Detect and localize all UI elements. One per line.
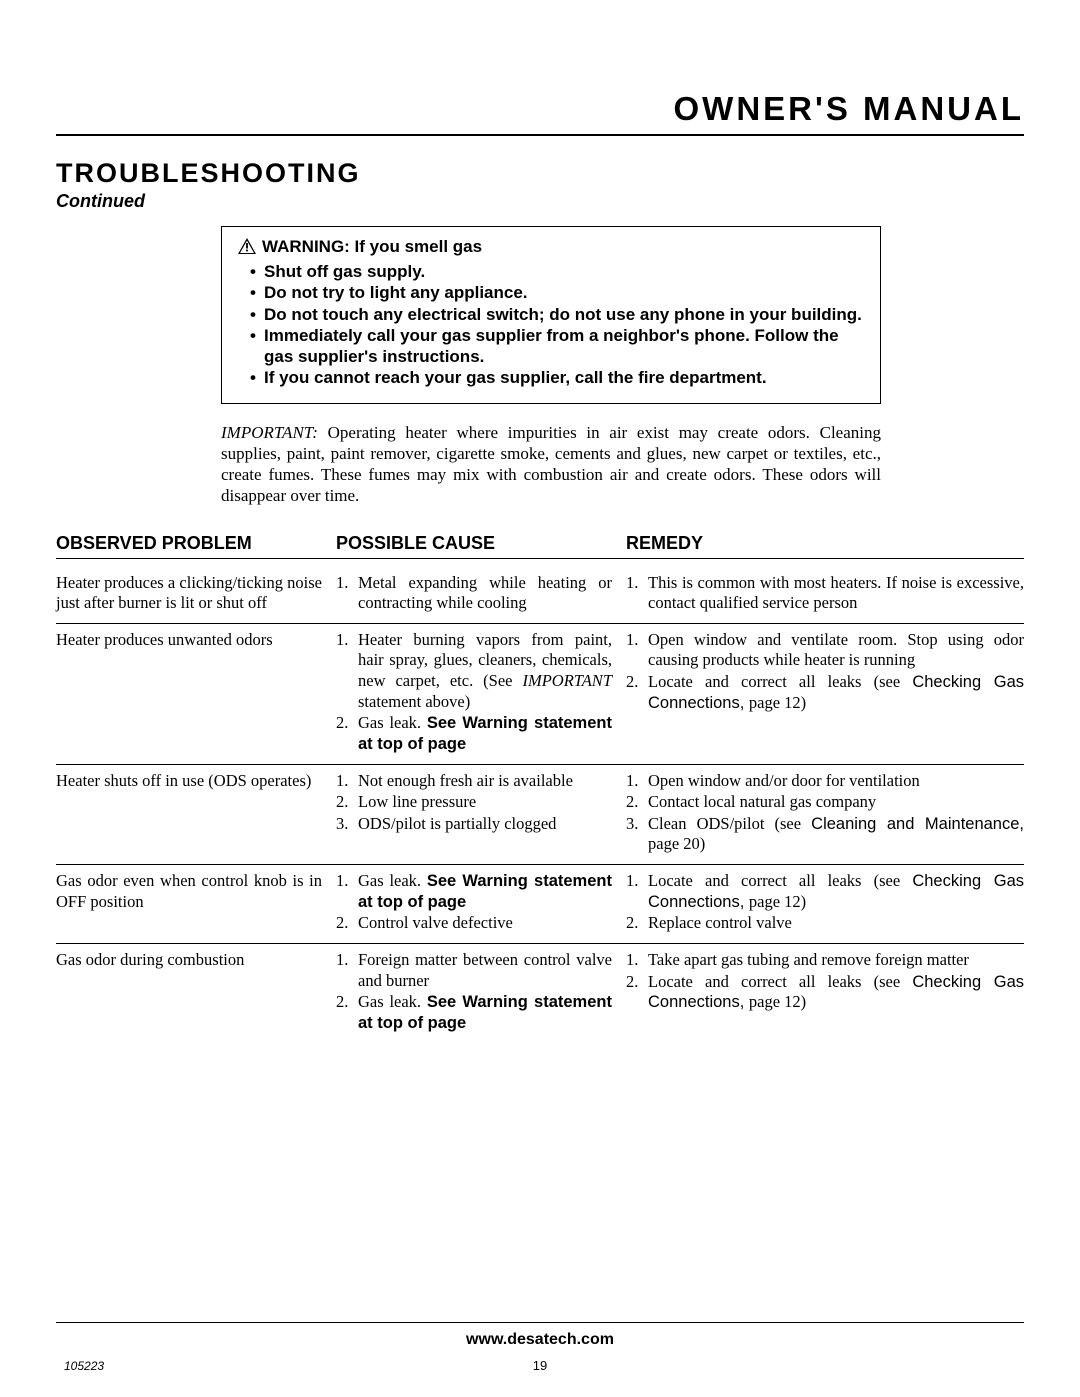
remedy-item: 1.Open window and/or door for ventilatio… (626, 771, 1024, 792)
cell-problem: Gas odor even when control knob is in OF… (56, 871, 336, 935)
remedy-item: 3.Clean ODS/pilot (see Cleaning and Main… (626, 814, 1024, 855)
page-number: 19 (0, 1358, 1080, 1373)
warning-list: Shut off gas supply. Do not try to light… (238, 261, 864, 389)
cell-problem: Heater shuts off in use (ODS operates) (56, 771, 336, 857)
cell-remedy: 1.Open window and/or door for ventilatio… (626, 771, 1024, 857)
cell-cause: 1.Heater burning vapors from paint, hair… (336, 630, 626, 756)
cause-item: 2.Control valve defective (336, 913, 612, 934)
section-title: TROUBLESHOOTING (56, 158, 1024, 189)
remedy-item: 2.Locate and correct all leaks (see Chec… (626, 672, 1024, 713)
remedy-item: 1.Open window and ventilate room. Stop u… (626, 630, 1024, 671)
table-row: Gas odor during combustion1.Foreign matt… (56, 944, 1024, 1043)
warning-heading-row: WARNING: If you smell gas (238, 237, 864, 259)
warning-box: WARNING: If you smell gas Shut off gas s… (221, 226, 881, 404)
document-id: 105223 (64, 1359, 104, 1373)
warning-heading: WARNING: If you smell gas (262, 237, 482, 256)
table-header-row: OBSERVED PROBLEM POSSIBLE CAUSE REMEDY (56, 533, 1024, 559)
col-header-problem: OBSERVED PROBLEM (56, 533, 336, 554)
cell-cause: 1.Metal expanding while heating or contr… (336, 573, 626, 615)
cell-remedy: 1.Locate and correct all leaks (see Chec… (626, 871, 1024, 935)
col-header-remedy: REMEDY (626, 533, 1024, 554)
cause-item: 2.Gas leak. See Warning statement at top… (336, 992, 612, 1033)
warning-item: Shut off gas supply. (250, 261, 864, 282)
important-label: IMPORTANT: (221, 423, 318, 442)
remedy-item: 1.Take apart gas tubing and remove forei… (626, 950, 1024, 971)
cell-problem: Heater produces a clicking/ticking noise… (56, 573, 336, 615)
warning-item: If you cannot reach your gas supplier, c… (250, 367, 864, 388)
section-continued: Continued (56, 191, 1024, 212)
indented-content: WARNING: If you smell gas Shut off gas s… (221, 226, 1024, 507)
cell-cause: 1.Gas leak. See Warning statement at top… (336, 871, 626, 935)
important-paragraph: IMPORTANT: Operating heater where impuri… (221, 422, 881, 507)
cell-remedy: 1.Take apart gas tubing and remove forei… (626, 950, 1024, 1035)
warning-item: Do not touch any electrical switch; do n… (250, 304, 864, 325)
remedy-item: 1.Locate and correct all leaks (see Chec… (626, 871, 1024, 912)
cause-item: 1.Metal expanding while heating or contr… (336, 573, 612, 614)
cause-item: 1.Foreign matter between control valve a… (336, 950, 612, 991)
warning-item: Immediately call your gas supplier from … (250, 325, 864, 368)
cell-cause: 1.Foreign matter between control valve a… (336, 950, 626, 1035)
cell-remedy: 1.Open window and ventilate room. Stop u… (626, 630, 1024, 756)
footer-url: www.desatech.com (56, 1322, 1024, 1349)
cell-problem: Gas odor during combustion (56, 950, 336, 1035)
cause-item: 2.Low line pressure (336, 792, 612, 813)
cause-item: 1.Heater burning vapors from paint, hair… (336, 630, 612, 713)
important-text: Operating heater where impurities in air… (221, 423, 881, 506)
warning-item: Do not try to light any appliance. (250, 282, 864, 303)
cell-cause: 1.Not enough fresh air is available2.Low… (336, 771, 626, 857)
warning-icon (238, 238, 256, 259)
cause-item: 1.Gas leak. See Warning statement at top… (336, 871, 612, 912)
table-row: Heater produces a clicking/ticking noise… (56, 567, 1024, 624)
table-row: Heater produces unwanted odors1.Heater b… (56, 624, 1024, 765)
page-header-title: OWNER'S MANUAL (56, 90, 1024, 136)
cause-item: 1.Not enough fresh air is available (336, 771, 612, 792)
cause-item: 2.Gas leak. See Warning statement at top… (336, 713, 612, 754)
troubleshooting-table: OBSERVED PROBLEM POSSIBLE CAUSE REMEDY H… (56, 533, 1024, 1043)
cell-remedy: 1.This is common with most heaters. If n… (626, 573, 1024, 615)
table-body: Heater produces a clicking/ticking noise… (56, 567, 1024, 1043)
remedy-item: 2.Replace control valve (626, 913, 1024, 934)
table-row: Heater shuts off in use (ODS operates)1.… (56, 765, 1024, 866)
col-header-cause: POSSIBLE CAUSE (336, 533, 626, 554)
remedy-item: 2.Locate and correct all leaks (see Chec… (626, 972, 1024, 1013)
remedy-item: 1.This is common with most heaters. If n… (626, 573, 1024, 614)
cause-item: 3.ODS/pilot is partially clogged (336, 814, 612, 835)
cell-problem: Heater produces unwanted odors (56, 630, 336, 756)
remedy-item: 2.Contact local natural gas company (626, 792, 1024, 813)
table-row: Gas odor even when control knob is in OF… (56, 865, 1024, 944)
